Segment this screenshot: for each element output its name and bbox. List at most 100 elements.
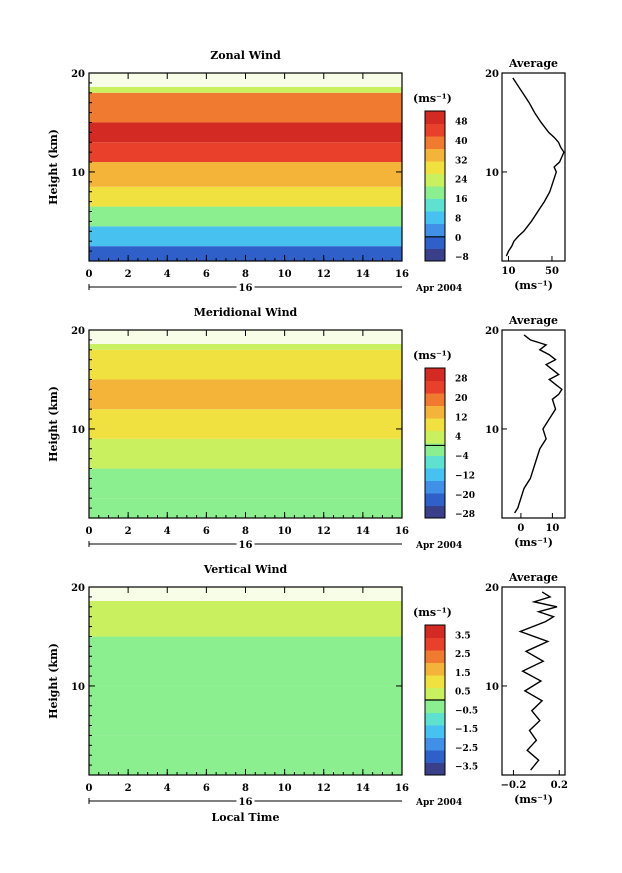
zonal-ytick-label: 20 [71,69,85,80]
meridional-colorbar-swatch [425,493,445,506]
zonal-xtick-label: 10 [278,269,292,280]
vertical-colorbar-unit: (ms⁻¹) [413,606,452,619]
meridional-xtick-label: 14 [356,526,370,537]
meridional-date-label-bg [236,538,255,550]
vertical-colorbar-tick-label: 1.5 [455,669,471,679]
meridional-colorbar-tick-label: 12 [455,413,468,423]
zonal-colorbar-tick-label: 0 [455,234,461,244]
zonal-colorbar-tick-label: 16 [455,195,468,205]
vertical-xtick-label: 0 [86,783,93,794]
vertical-colorbar-tick-label: −0.5 [455,706,478,716]
meridional-colorbar-swatch [425,455,445,469]
zonal-colorbar-unit: (ms⁻¹) [413,92,452,105]
vertical-colorbar-tick-label: −3.5 [455,763,478,773]
zonal-avg-xtick-label: 10 [502,266,516,277]
zonal-avg-frame [501,72,566,262]
meridional-colorbar-swatch [425,368,445,381]
vertical-avg-profile-line [518,591,558,771]
meridional-colorbar-swatch [425,505,445,519]
vertical-title: Vertical Wind [203,563,288,576]
zonal-xtick-label: 12 [317,269,331,280]
meridional-colorbar-tick-label: −12 [455,471,475,481]
vertical-avg-title: Average [508,571,558,584]
meridional-colorbar-swatch [425,418,445,431]
vertical-colorbar-swatch [425,662,445,676]
meridional-xtick-label: 0 [86,526,93,537]
meridional-avg-xtick-label: 10 [545,523,559,534]
meridional-colorbar-swatch [425,480,445,494]
zonal-colorbar-swatch [425,186,445,199]
meridional-avg-ytick-label: 20 [485,326,499,337]
meridional-xtick-label: 6 [203,526,210,537]
zonal-avg-xlabel: (ms⁻¹) [514,279,553,292]
meridional-band-4 [89,379,402,410]
zonal-band-4 [89,162,402,187]
zonal-colorbar-swatch [425,123,445,137]
zonal-colorbar-swatch [425,136,445,149]
meridional-xtick-label: 10 [278,526,292,537]
zonal-avg-xtick-label: 50 [545,266,559,277]
meridional-avg-ytick-label: 10 [485,425,499,436]
vertical-xtick-label: 10 [278,783,292,794]
zonal-colorbar-frame [424,110,446,262]
vertical-colorbar-tick-label: −2.5 [455,744,478,754]
zonal-colorbar-tick-label: 40 [455,137,468,147]
zonal-colorbar-swatch [425,161,445,174]
zonal-colorbar-tick-label: 8 [455,214,461,224]
vertical-panel: Vertical Wind 0 2 4 6 8 10 12 14 16 10 20 Height (km… [47,563,568,824]
zonal-colorbar-tick-label: 24 [455,176,468,186]
vertical-avg-frame [501,586,566,776]
meridional-xtick-label: 16 [395,526,409,537]
meridional-colorbar-tick-label: 4 [455,433,461,443]
zonal-colorbar-tick-label: −8 [455,253,469,263]
vertical-xtick-label: 2 [125,783,132,794]
zonal-colorbar-tick-label: 32 [455,156,468,166]
vertical-colorbar-tick-label: 2.5 [455,650,471,660]
meridional-colorbar-swatch [425,405,445,419]
zonal-date-label: 16 [239,283,253,294]
meridional-colorbar-tick-label: −4 [455,452,469,462]
meridional-xtick-label: 12 [317,526,331,537]
vertical-colorbar-swatch [425,675,445,688]
zonal-colorbar-swatch [425,248,445,262]
meridional-title: Meridional Wind [194,306,298,319]
vertical-colorbar-swatch [425,737,445,751]
vertical-xtick-label: 12 [317,783,331,794]
meridional-colorbar-frame [424,367,446,519]
vertical-avg-xlabel: (ms⁻¹) [514,793,553,806]
vertical-ytick-label: 20 [71,583,85,594]
zonal-field [89,73,402,261]
vertical-colorbar-tick-label: 3.5 [455,631,471,641]
vertical-date-label-bg [236,795,255,807]
vertical-colorbar-swatch [425,687,445,701]
zonal-xtick-label: 6 [203,269,210,280]
vertical-colorbar-swatch [425,650,445,663]
meridional-colorbar-unit: (ms⁻¹) [413,349,452,362]
zonal-colorbar-swatch [425,148,445,162]
meridional-colorbar-tick-label: −20 [455,491,475,501]
vertical-colorbar-tick-label: 0.5 [455,688,471,698]
meridional-xtick-label: 8 [242,526,249,537]
vertical-xtick-label: 4 [164,783,171,794]
zonal-band-6 [89,122,402,143]
vertical-field [89,587,402,775]
meridional-date-label: 16 [239,540,253,551]
vertical-colorbar-tick-label: −1.5 [455,725,478,735]
zonal-band-5 [89,142,402,163]
meridional-xtick-label: 4 [164,526,171,537]
meridional-ylabel: Height (km) [47,386,60,462]
zonal-xtick-label: 14 [356,269,370,280]
vertical-avg-xtick-label: −0.2 [501,780,527,791]
meridional-avg-frame [501,329,566,519]
zonal-colorbar-swatch [425,198,445,212]
vertical-band-1 [89,685,402,736]
vertical-avg-ytick-label: 10 [485,682,499,693]
meridional-colorbar-swatch [425,468,445,481]
zonal-colorbar-swatch [425,223,445,237]
zonal-avg-profile-line [505,77,565,257]
zonal-colorbar-swatch [425,236,445,249]
vertical-colorbar-swatch [425,750,445,763]
zonal-xtick-label: 0 [86,269,93,280]
